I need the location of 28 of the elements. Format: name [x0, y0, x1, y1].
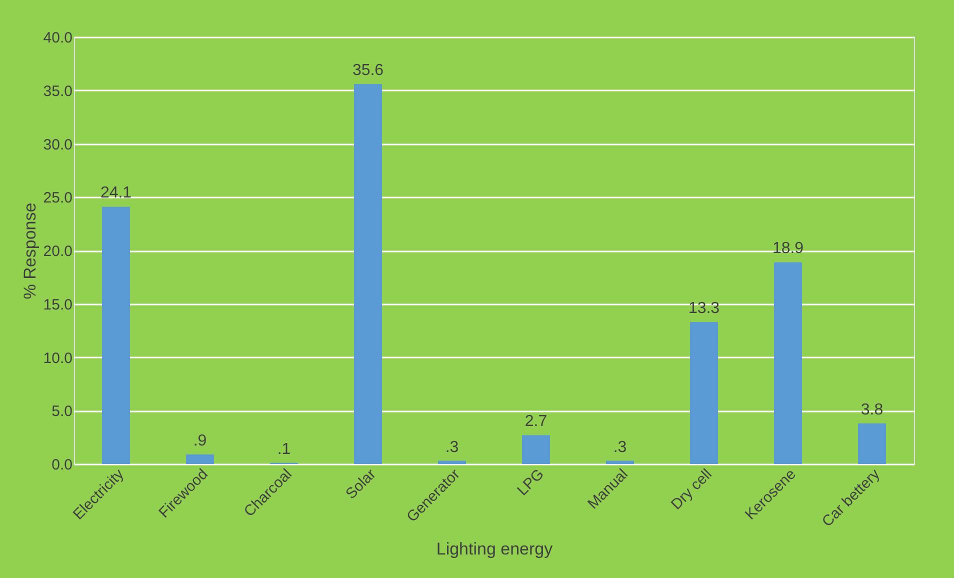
x-tick-label: Dry cell — [668, 466, 716, 514]
data-label: 2.7 — [524, 413, 548, 430]
bar — [438, 460, 466, 464]
data-label: .3 — [445, 438, 459, 456]
x-tick-label: LPG — [514, 466, 548, 500]
y-tick-label: 30.0 — [43, 136, 72, 154]
bar — [354, 84, 382, 464]
y-tick-label: 40.0 — [43, 30, 72, 46]
data-label: .9 — [193, 432, 207, 450]
y-tick-label: 0.0 — [52, 456, 72, 474]
data-label: .3 — [613, 438, 627, 456]
bar — [522, 435, 550, 464]
bar — [186, 454, 214, 464]
bar — [606, 460, 634, 464]
y-tick-label: 15.0 — [43, 296, 72, 314]
data-label: .1 — [277, 440, 291, 458]
data-label: 35.6 — [352, 62, 384, 79]
y-axis-title: % Response — [20, 202, 40, 300]
bar — [774, 262, 802, 464]
bar — [102, 206, 130, 464]
y-tick-label: 5.0 — [52, 403, 72, 420]
y-tick-label: 10.0 — [43, 350, 72, 367]
bar — [690, 322, 718, 464]
x-axis-title: Lighting energy — [436, 540, 554, 559]
y-tick-label: 20.0 — [43, 243, 72, 260]
y-tick-label: 25.0 — [43, 190, 72, 207]
y-tick-label: 35.0 — [43, 82, 72, 100]
bar — [858, 423, 886, 464]
